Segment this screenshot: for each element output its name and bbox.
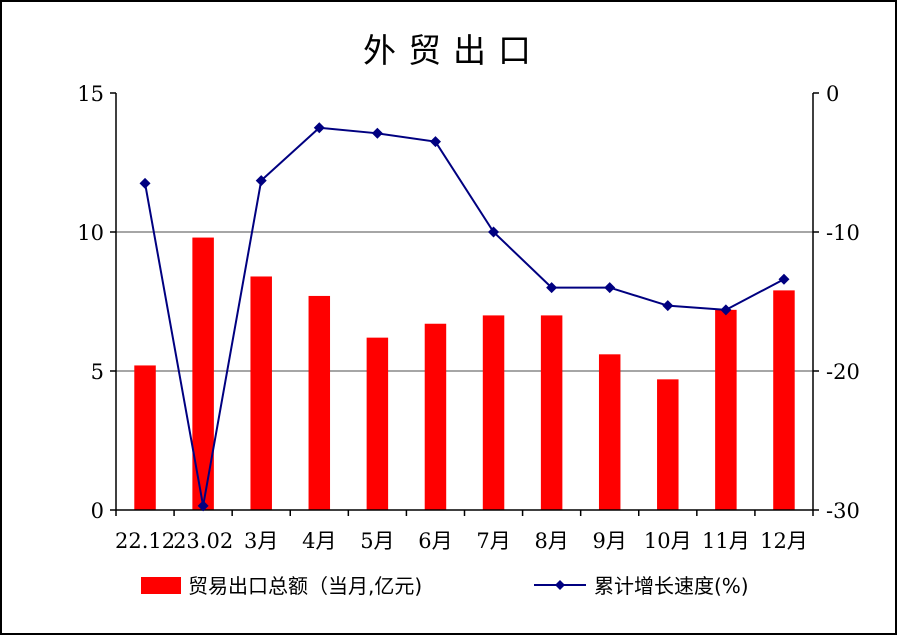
bar [192,237,214,510]
legend-line-marker [555,580,565,590]
axes: 0 5 10 15 0 -10 -20 -30 [77,82,860,523]
bar-series [134,237,795,510]
bar [482,315,505,510]
line-point [662,300,674,312]
legend: 贸易出口总额（当月,亿元) 累计增长速度(%) [141,574,749,598]
x-tick-label: 5月 [360,529,394,553]
bar [250,276,272,510]
x-tick-label: 23.02 [173,529,233,553]
x-tick-label: 9月 [593,529,627,553]
line-point [139,177,151,189]
x-tick-label: 12月 [760,529,808,553]
y-right-tick-label: -10 [826,221,860,245]
chart-title: 外贸出口 [363,31,543,70]
bar [308,295,331,510]
legend-line-label: 累计增长速度(%) [594,574,749,598]
line-point [488,226,500,238]
line-series [139,122,790,512]
line-point [720,304,732,316]
x-tick-label: 4月 [302,529,336,553]
y-left-tick-label: 15 [77,82,104,106]
y-right-tick-label: 0 [826,82,839,106]
bar [424,323,447,510]
bar [598,354,621,510]
line-point [604,282,616,294]
line-point [546,282,558,294]
line-point [778,273,790,285]
growth-line [144,126,785,507]
bar [366,337,389,510]
bar [540,315,563,510]
line-point [371,127,383,139]
line-point [313,122,325,134]
y-left-tick-label: 5 [91,360,104,384]
gridlines [116,231,813,372]
x-tick-label: 10月 [644,529,692,553]
x-tick-label: 3月 [244,529,278,553]
line-point [197,500,209,512]
bar [715,309,737,510]
x-tick-label: 8月 [534,529,568,553]
y-left-tick-label: 10 [77,221,104,245]
x-tick-label: 6月 [418,529,452,553]
line-point [429,136,441,148]
bar [134,365,156,510]
line-point [255,175,267,187]
x-tick-label: 22.12 [115,529,175,553]
x-tick-label: 7月 [476,529,510,553]
y-right-tick-label: -20 [826,360,860,384]
x-tick-label: 11月 [702,529,750,553]
legend-bar-swatch [141,577,181,594]
bar [657,379,679,510]
bar [773,290,795,510]
y-left-tick-label: 0 [91,499,104,523]
legend-bar-label: 贸易出口总额（当月,亿元) [188,574,422,598]
y-right-tick-label: -30 [826,499,860,523]
